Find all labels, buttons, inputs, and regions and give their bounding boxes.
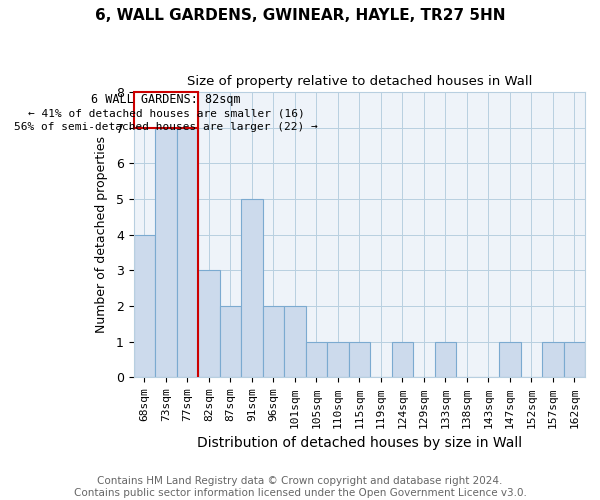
Bar (392, 342, 413, 378)
Text: 6, WALL GARDENS, GWINEAR, HAYLE, TR27 5HN: 6, WALL GARDENS, GWINEAR, HAYLE, TR27 5H… (95, 8, 505, 22)
Bar (284, 306, 305, 378)
Bar (305, 342, 327, 378)
Bar (220, 306, 241, 378)
Bar (134, 234, 155, 378)
Title: Size of property relative to detached houses in Wall: Size of property relative to detached ho… (187, 75, 532, 88)
Text: 6 WALL GARDENS: 82sqm: 6 WALL GARDENS: 82sqm (91, 94, 241, 106)
Bar (542, 342, 563, 378)
Bar (134, 92, 198, 128)
Bar (198, 270, 220, 378)
Text: 56% of semi-detached houses are larger (22) →: 56% of semi-detached houses are larger (… (14, 122, 318, 132)
X-axis label: Distribution of detached houses by size in Wall: Distribution of detached houses by size … (197, 436, 522, 450)
Text: Contains HM Land Registry data © Crown copyright and database right 2024.
Contai: Contains HM Land Registry data © Crown c… (74, 476, 526, 498)
Bar (327, 342, 349, 378)
Text: ← 41% of detached houses are smaller (16): ← 41% of detached houses are smaller (16… (28, 108, 304, 118)
Bar (241, 199, 263, 378)
Bar (176, 128, 198, 378)
Bar (155, 128, 176, 378)
Y-axis label: Number of detached properties: Number of detached properties (95, 136, 107, 333)
Bar (434, 342, 456, 378)
Bar (499, 342, 521, 378)
Bar (349, 342, 370, 378)
Bar (563, 342, 585, 378)
Bar (263, 306, 284, 378)
